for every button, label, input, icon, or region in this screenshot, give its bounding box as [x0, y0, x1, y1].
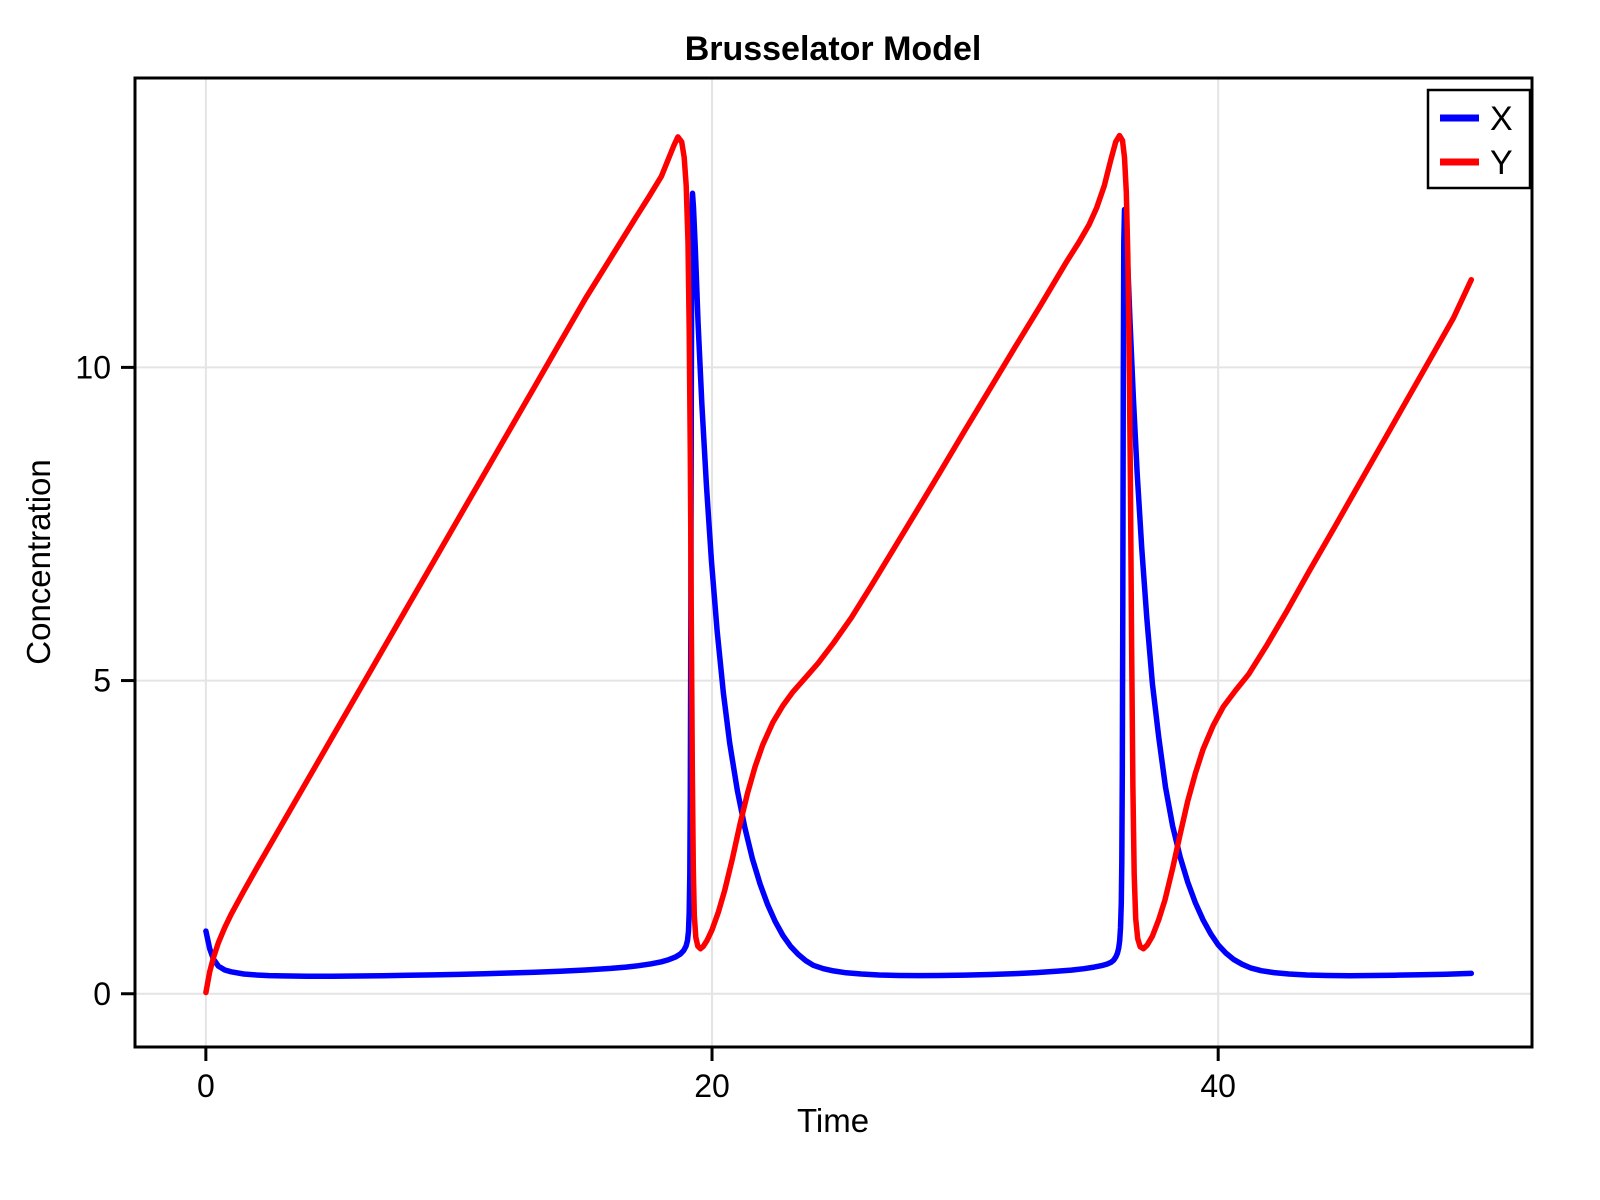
- legend-label-x: X: [1490, 100, 1513, 138]
- chart-title: Brusselator Model: [685, 30, 982, 68]
- x-tick-label: 20: [694, 1068, 730, 1104]
- series-line-y: [203, 132, 1475, 996]
- axis-ticks: 0 20 40 0 5 10: [75, 349, 1236, 1104]
- legend-box: [1426, 88, 1532, 190]
- legend: X Y: [1426, 88, 1532, 190]
- x-axis-label: Time: [797, 1102, 869, 1139]
- y-tick-label: 10: [75, 349, 111, 385]
- series-line-x: [203, 190, 1475, 979]
- plot-frame: [133, 76, 1534, 1049]
- x-tick-label: 0: [197, 1068, 215, 1104]
- y-tick-label: 5: [93, 663, 111, 699]
- y-tick-label: 0: [93, 976, 111, 1012]
- gridlines: [135, 78, 1532, 1047]
- x-tick-label: 40: [1200, 1068, 1236, 1104]
- y-axis-label: Concentration: [20, 459, 57, 664]
- series-lines: [203, 132, 1475, 996]
- legend-label-y: Y: [1490, 144, 1513, 182]
